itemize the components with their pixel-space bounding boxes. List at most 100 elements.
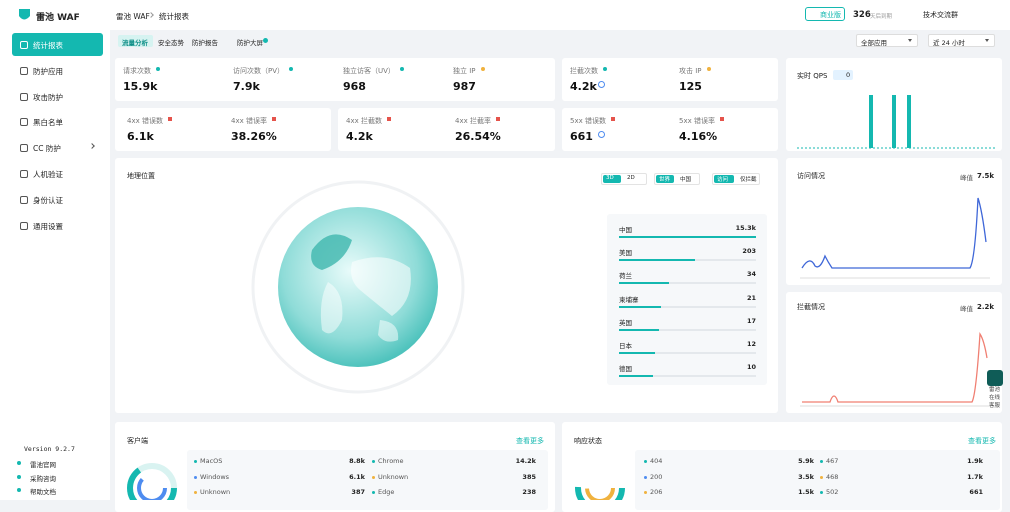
stat-icon xyxy=(156,67,160,71)
country-track xyxy=(619,328,756,331)
stat-info xyxy=(598,131,605,138)
list-dot xyxy=(644,491,647,494)
country-bar xyxy=(619,282,669,285)
edition-button[interactable] xyxy=(805,7,845,21)
stat-icon xyxy=(720,117,724,121)
community[interactable]: 技术交流群 xyxy=(923,11,958,19)
tab[interactable]: 安全态势 xyxy=(158,39,184,47)
more-link[interactable]: 查看更多 xyxy=(968,437,996,445)
tab[interactable]: 防护报告 xyxy=(192,39,218,47)
country-bar xyxy=(619,259,695,262)
list-name: 502 xyxy=(826,488,839,496)
stat-value: 4.2k xyxy=(570,80,597,93)
toggle-active xyxy=(656,175,674,183)
stat-icon xyxy=(481,67,485,71)
country-value: 34 xyxy=(746,270,756,279)
list-name: 206 xyxy=(650,488,663,496)
logo xyxy=(19,9,30,20)
country-bar xyxy=(619,352,655,354)
toggle[interactable]: 2D xyxy=(627,175,635,181)
continent xyxy=(378,320,399,342)
menu-item[interactable]: 防护应用 xyxy=(33,66,63,76)
menu-item[interactable]: 统计报表 xyxy=(33,41,63,50)
qps-bar xyxy=(892,95,896,148)
toggle[interactable]: 中国 xyxy=(680,177,692,183)
stat-value: 15.9k xyxy=(123,80,158,93)
geo-title: 地理位置 xyxy=(127,172,155,180)
menu-icon xyxy=(20,41,28,49)
menu-item[interactable]: CC 防护 xyxy=(33,144,61,154)
tab[interactable]: 流量分析 xyxy=(122,39,148,47)
support-icon[interactable] xyxy=(987,370,1003,386)
stat-icon xyxy=(168,117,172,121)
edition[interactable]: 商业版 xyxy=(820,11,841,19)
stats-card xyxy=(115,108,331,151)
country-bar xyxy=(619,236,756,238)
continent xyxy=(311,234,352,270)
panel-title: 拦截情况 xyxy=(797,303,825,311)
filter-box[interactable] xyxy=(928,34,995,47)
toggle[interactable]: 仅拦截 xyxy=(740,177,757,183)
filter[interactable]: 全部应用 xyxy=(861,39,887,47)
stats-card xyxy=(562,108,778,151)
toggle-active xyxy=(603,175,621,183)
tab[interactable]: 防护大屏 xyxy=(237,39,263,47)
stat-value: 4.2k xyxy=(346,130,373,143)
country: 荷兰 xyxy=(619,272,632,281)
header xyxy=(110,0,1010,30)
stat-icon xyxy=(707,67,711,71)
sidebar-link[interactable]: 雷池官网 xyxy=(30,461,56,469)
filter-box[interactable] xyxy=(856,34,918,47)
list-value: 385 xyxy=(522,472,536,481)
sidebar-link[interactable]: 帮助文档 xyxy=(30,488,56,496)
panel-title: 客户端 xyxy=(127,437,148,445)
menu-item[interactable]: 攻击防护 xyxy=(33,92,63,102)
stat-icon xyxy=(272,117,276,121)
continent xyxy=(351,257,411,316)
toggle-box[interactable] xyxy=(712,173,760,185)
menu-item[interactable]: 身份认证 xyxy=(33,195,63,205)
breadcrumb[interactable]: 雷池 WAF xyxy=(116,12,150,21)
country: 柬埔寨 xyxy=(619,295,639,304)
toggle-active xyxy=(714,175,734,183)
stat-label: 4xx 错误率 xyxy=(231,117,267,125)
toggle[interactable]: 3D xyxy=(606,175,614,181)
country: 日本 xyxy=(619,342,632,350)
country-bar xyxy=(619,328,659,331)
stats-card xyxy=(115,58,555,101)
country: 德国 xyxy=(619,365,632,374)
toggle-box[interactable] xyxy=(601,173,647,185)
qps-title: 实时 QPS xyxy=(797,72,828,80)
menu-item[interactable]: 人机验证 xyxy=(33,170,63,179)
menu-item[interactable]: 通用设置 xyxy=(33,221,63,231)
days-label: 天后到期 xyxy=(870,14,893,20)
sidebar-link[interactable]: 采购咨询 xyxy=(30,474,56,483)
toggle[interactable]: 世界 xyxy=(659,177,671,183)
support[interactable]: 雷池在线客服 xyxy=(988,387,1000,409)
list-dot xyxy=(372,475,375,479)
list-dot xyxy=(820,491,823,494)
list-value: 1.7k xyxy=(967,472,983,481)
stat-label: 独立访客（UV） xyxy=(343,67,395,75)
days: 326 xyxy=(853,10,871,20)
toggle-box[interactable] xyxy=(654,173,700,185)
stat-value: 661 xyxy=(570,130,593,143)
stat-label: 拦截次数 xyxy=(570,67,598,75)
stat-label: 攻击 IP xyxy=(679,67,702,75)
stat-icon xyxy=(603,67,607,71)
more-link[interactable]: 查看更多 xyxy=(516,437,544,445)
menu-item[interactable]: 黑白名单 xyxy=(33,118,63,128)
list-value: 5.9k xyxy=(798,457,814,465)
stat-value: 26.54% xyxy=(455,130,501,143)
toggle[interactable]: 访问 xyxy=(717,177,729,183)
list-dot xyxy=(194,491,197,494)
client-ring xyxy=(137,473,167,500)
status-ring xyxy=(585,473,615,500)
list-bg xyxy=(187,450,548,510)
list-name: 404 xyxy=(650,457,663,465)
visits-line xyxy=(801,197,987,269)
list-dot xyxy=(820,460,823,463)
menu-icon xyxy=(20,170,28,178)
list-value: 6.1k xyxy=(349,472,365,481)
filter[interactable]: 近 24 小时 xyxy=(933,39,965,47)
